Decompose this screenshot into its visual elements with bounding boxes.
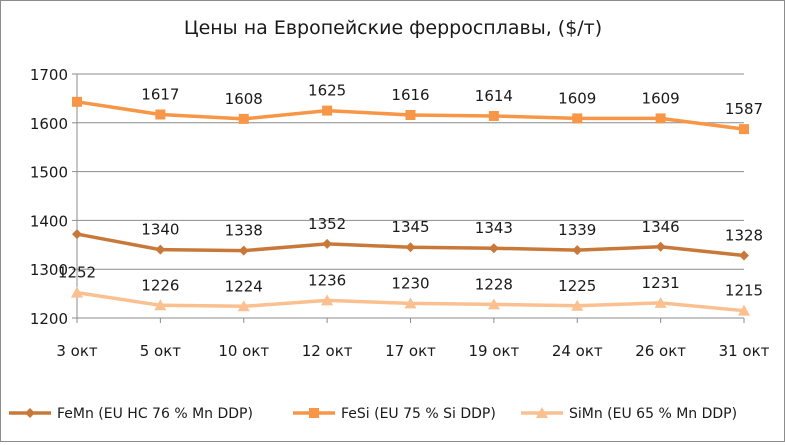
square-marker bbox=[72, 96, 82, 107]
y-tick-label: 1200 bbox=[30, 310, 68, 328]
data-label: 1225 bbox=[558, 277, 596, 295]
legend-label: FeSi (EU 75 % Si DDP) bbox=[341, 406, 496, 422]
triangle-marker bbox=[321, 294, 334, 306]
data-label: 1252 bbox=[58, 264, 96, 282]
square-marker bbox=[309, 408, 319, 418]
square-marker bbox=[155, 109, 166, 120]
x-tick-label: 19 окт bbox=[468, 342, 519, 360]
diamond-marker bbox=[72, 229, 82, 240]
data-label: 1617 bbox=[141, 86, 179, 104]
x-tick-label: 17 окт bbox=[385, 342, 436, 360]
y-tick-label: 1600 bbox=[30, 115, 68, 133]
data-label: 1609 bbox=[558, 89, 596, 107]
data-labels: 1340 1338 1352 1345 1343 1339 1346 1328 1617 1608… bbox=[58, 82, 763, 300]
data-label: 1345 bbox=[391, 218, 429, 236]
axes: 1200 1300 1400 1500 1600 1700 3 окт 5 окт 10 окт… bbox=[30, 66, 770, 360]
diamond-marker bbox=[25, 408, 35, 418]
data-label: 1231 bbox=[642, 274, 680, 292]
triangle-marker bbox=[571, 299, 584, 311]
triangle-marker bbox=[154, 299, 167, 311]
legend: FeMn (EU HC 76 % Mn DDP) FeSi (EU 75 % Si… bbox=[9, 406, 737, 422]
x-tick-label: 24 окт bbox=[552, 342, 603, 360]
x-tick-label: 3 окт bbox=[56, 342, 98, 360]
x-tick-label: 10 окт bbox=[218, 342, 269, 360]
diamond-marker bbox=[155, 244, 166, 255]
diamond-marker bbox=[739, 250, 749, 261]
data-label: 1228 bbox=[475, 275, 513, 293]
diamond-marker bbox=[405, 242, 416, 253]
x-tick-label: 5 окт bbox=[140, 342, 182, 360]
triangle-marker bbox=[487, 298, 500, 310]
data-label: 1340 bbox=[141, 221, 179, 239]
triangle-marker bbox=[654, 296, 667, 308]
gridlines bbox=[77, 73, 744, 270]
square-marker bbox=[405, 109, 416, 120]
diamond-marker bbox=[655, 241, 666, 252]
data-label: 1230 bbox=[391, 274, 429, 292]
data-label: 1616 bbox=[391, 86, 429, 104]
data-label: 1215 bbox=[725, 282, 763, 300]
square-marker bbox=[238, 113, 249, 124]
data-label: 1339 bbox=[558, 221, 596, 239]
x-tick-label: 26 окт bbox=[635, 342, 686, 360]
triangle-marker bbox=[237, 300, 250, 312]
data-label: 1328 bbox=[725, 227, 763, 245]
x-tick-label: 31 окт bbox=[719, 342, 770, 360]
square-marker bbox=[572, 113, 583, 124]
data-label: 1609 bbox=[642, 89, 680, 107]
square-marker bbox=[322, 105, 333, 116]
triangle-marker bbox=[71, 286, 83, 298]
square-marker bbox=[739, 124, 749, 135]
triangle-marker bbox=[404, 297, 417, 309]
data-label: 1587 bbox=[725, 100, 763, 118]
series-lines bbox=[71, 96, 750, 316]
diamond-marker bbox=[322, 238, 333, 249]
square-marker bbox=[655, 113, 666, 124]
x-tick-label: 12 окт bbox=[302, 342, 353, 360]
y-tick-label: 1300 bbox=[30, 261, 68, 279]
triangle-marker bbox=[536, 407, 548, 418]
legend-label: SiMn (EU 65 % Mn DDP) bbox=[569, 406, 737, 422]
data-label: 1338 bbox=[225, 222, 263, 240]
data-label: 1608 bbox=[225, 90, 263, 108]
data-label: 1352 bbox=[308, 215, 346, 233]
data-label: 1343 bbox=[475, 219, 513, 237]
triangle-marker bbox=[738, 304, 750, 316]
diamond-marker bbox=[572, 245, 583, 256]
data-label: 1236 bbox=[308, 271, 346, 289]
square-marker bbox=[488, 110, 499, 121]
data-label: 1614 bbox=[475, 87, 513, 105]
data-label: 1346 bbox=[642, 218, 680, 236]
y-tick-label: 1500 bbox=[30, 164, 68, 182]
chart-title: Цены на Европейские ферросплавы, ($/т) bbox=[184, 17, 602, 39]
data-label: 1226 bbox=[141, 276, 179, 294]
y-tick-label: 1700 bbox=[30, 66, 68, 84]
data-label: 1224 bbox=[225, 277, 263, 295]
y-tick-label: 1400 bbox=[30, 212, 68, 230]
legend-label: FeMn (EU HC 76 % Mn DDP) bbox=[57, 406, 253, 422]
data-label: 1625 bbox=[308, 82, 346, 100]
diamond-marker bbox=[238, 245, 249, 256]
diamond-marker bbox=[488, 243, 499, 254]
